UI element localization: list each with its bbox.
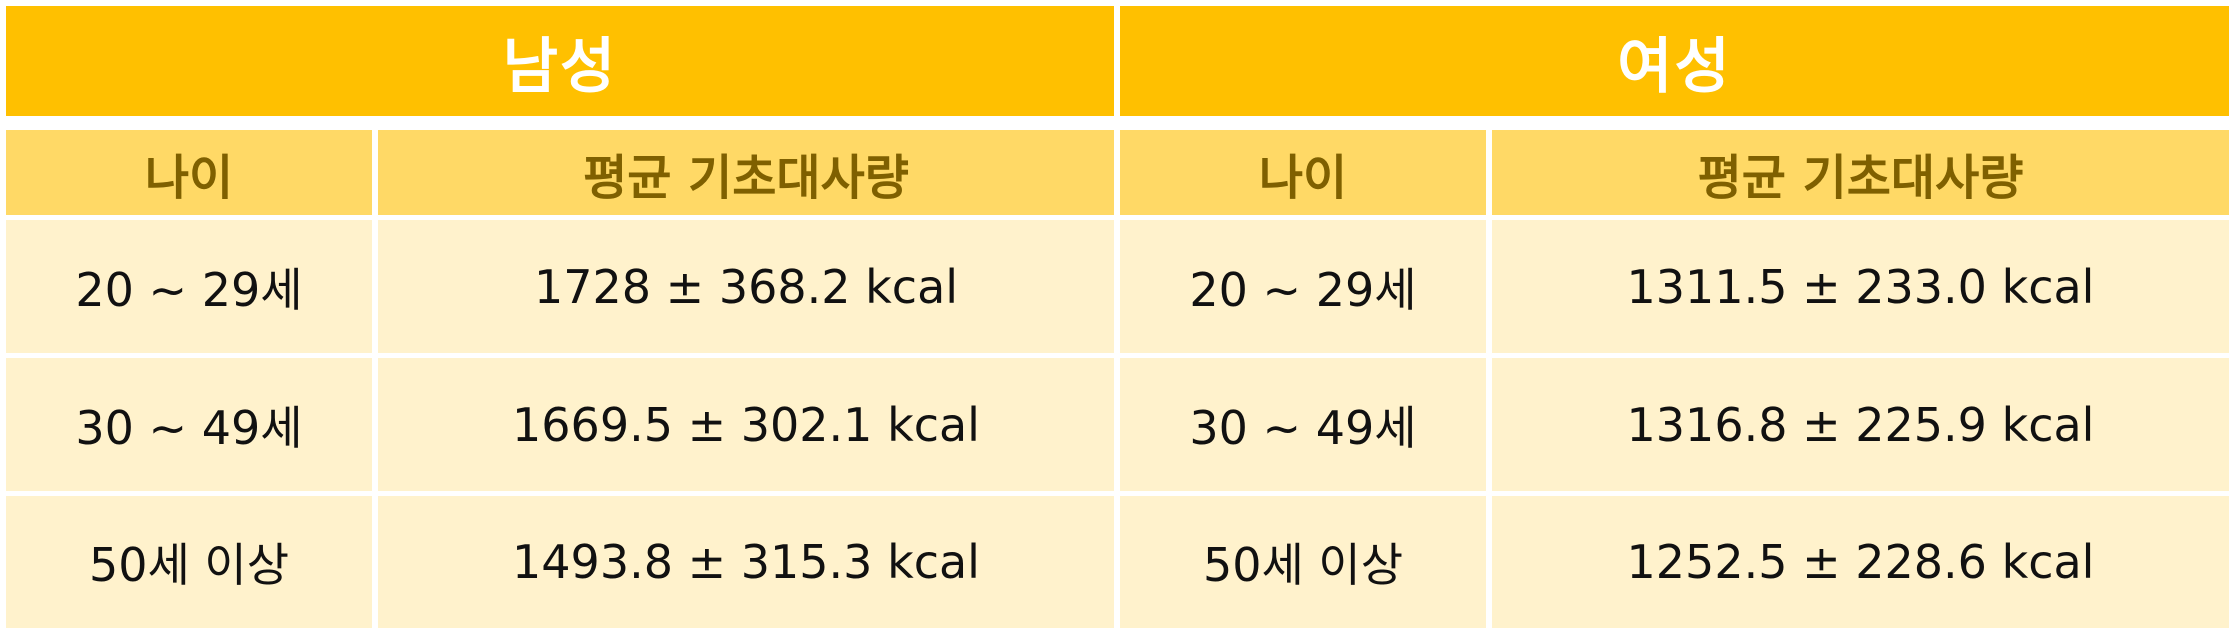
table-cell-age: 50세 이상: [6, 496, 372, 628]
table-cell-age: 50세 이상: [1120, 496, 1486, 628]
table-cell-age: 20 ~ 29세: [1120, 220, 1486, 353]
table-cell-bmr: 1311.5 ± 233.0 kcal: [1492, 220, 2229, 353]
table-cell-bmr: 1669.5 ± 302.1 kcal: [378, 358, 1114, 491]
column-header-age-male: 나이: [6, 130, 372, 215]
table-cell-bmr: 1316.8 ± 225.9 kcal: [1492, 358, 2229, 491]
table-cell-age: 30 ~ 49세: [6, 358, 372, 491]
table-cell-bmr: 1728 ± 368.2 kcal: [378, 220, 1114, 353]
table-cell-age: 20 ~ 29세: [6, 220, 372, 353]
table-cell-bmr: 1252.5 ± 228.6 kcal: [1492, 496, 2229, 628]
table-cell-age: 30 ~ 49세: [1120, 358, 1486, 491]
group-header-male: 남성: [6, 6, 1114, 116]
group-header-female: 여성: [1120, 6, 2229, 116]
column-header-age-female: 나이: [1120, 130, 1486, 215]
column-header-bmr-female: 평균 기초대사량: [1492, 130, 2229, 215]
table-cell-bmr: 1493.8 ± 315.3 kcal: [378, 496, 1114, 628]
column-header-bmr-male: 평균 기초대사량: [378, 130, 1114, 215]
